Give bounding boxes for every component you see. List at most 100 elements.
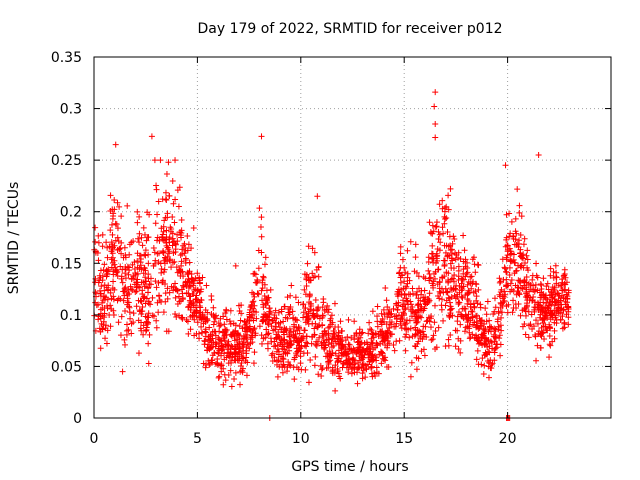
data-point <box>440 289 447 296</box>
data-point <box>506 210 513 217</box>
data-point <box>117 263 124 270</box>
data-point <box>517 231 524 238</box>
data-point <box>144 314 151 321</box>
data-point <box>325 358 332 365</box>
data-point <box>155 309 162 316</box>
data-point <box>420 323 427 330</box>
data-point <box>148 133 155 140</box>
data-point <box>313 266 320 273</box>
data-point <box>226 318 233 325</box>
data-point <box>295 335 302 342</box>
data-point <box>243 344 250 351</box>
data-point <box>131 259 138 266</box>
data-point <box>203 316 210 323</box>
data-point <box>221 321 228 328</box>
data-point <box>122 266 129 273</box>
data-point <box>431 302 438 309</box>
data-point <box>474 347 481 354</box>
data-point <box>122 284 129 291</box>
data-point <box>437 239 444 246</box>
data-point <box>222 377 229 384</box>
data-point <box>357 357 364 364</box>
data-point <box>312 320 319 327</box>
data-point <box>163 236 170 243</box>
data-point <box>186 259 193 266</box>
data-point <box>517 312 524 319</box>
data-point <box>160 309 167 316</box>
data-point <box>293 352 300 359</box>
data-point <box>401 320 408 327</box>
y-tick-label: 0.2 <box>60 205 82 221</box>
data-point <box>206 324 213 331</box>
data-point <box>369 339 376 346</box>
data-point <box>153 186 160 193</box>
data-point <box>114 297 121 304</box>
data-point <box>221 334 228 341</box>
data-point <box>171 219 178 226</box>
data-point <box>464 259 471 266</box>
data-point <box>104 254 111 261</box>
data-point <box>228 383 235 390</box>
data-point <box>400 285 407 292</box>
data-point <box>383 363 390 370</box>
data-point <box>172 241 179 248</box>
data-point <box>391 347 398 354</box>
data-point <box>238 360 245 367</box>
data-point <box>407 298 414 305</box>
data-point <box>397 279 404 286</box>
data-point <box>215 374 222 381</box>
data-point <box>277 319 284 326</box>
data-point <box>99 299 106 306</box>
data-point <box>514 186 521 193</box>
data-point <box>357 344 364 351</box>
data-point <box>373 357 380 364</box>
data-point <box>114 225 121 232</box>
data-point <box>559 286 566 293</box>
data-point <box>332 362 339 369</box>
data-point <box>447 247 454 254</box>
data-point <box>387 311 394 318</box>
data-point <box>555 292 562 299</box>
data-point <box>332 350 339 357</box>
data-point <box>274 373 281 380</box>
data-point <box>323 330 330 337</box>
data-point <box>468 273 475 280</box>
data-point <box>161 217 168 224</box>
data-point <box>493 341 500 348</box>
data-point <box>215 350 222 357</box>
data-point <box>349 362 356 369</box>
data-point <box>551 335 558 342</box>
y-tick-label: 0 <box>73 411 82 427</box>
data-point <box>160 228 167 235</box>
y-tick-label: 0.25 <box>51 153 82 169</box>
data-point <box>210 304 217 311</box>
data-point <box>140 331 147 338</box>
data-point <box>445 243 452 250</box>
data-point <box>485 348 492 355</box>
data-point <box>515 300 522 307</box>
data-point <box>369 331 376 338</box>
data-point <box>449 240 456 247</box>
y-tick-label: 0.1 <box>60 308 82 324</box>
data-point <box>145 360 152 367</box>
data-point <box>440 257 447 264</box>
data-point <box>225 352 232 359</box>
data-point <box>538 333 545 340</box>
data-point <box>401 278 408 285</box>
data-point <box>258 287 265 294</box>
data-point <box>262 296 269 303</box>
data-point <box>363 339 370 346</box>
data-point <box>325 341 332 348</box>
data-point <box>317 362 324 369</box>
data-point <box>130 310 137 317</box>
data-point <box>223 316 230 323</box>
data-point <box>125 271 132 278</box>
data-point <box>120 288 127 295</box>
data-point <box>135 235 142 242</box>
data-point <box>512 282 519 289</box>
data-point <box>473 319 480 326</box>
data-point <box>401 306 408 313</box>
data-point <box>454 327 461 334</box>
data-point <box>527 321 534 328</box>
data-point <box>301 286 308 293</box>
